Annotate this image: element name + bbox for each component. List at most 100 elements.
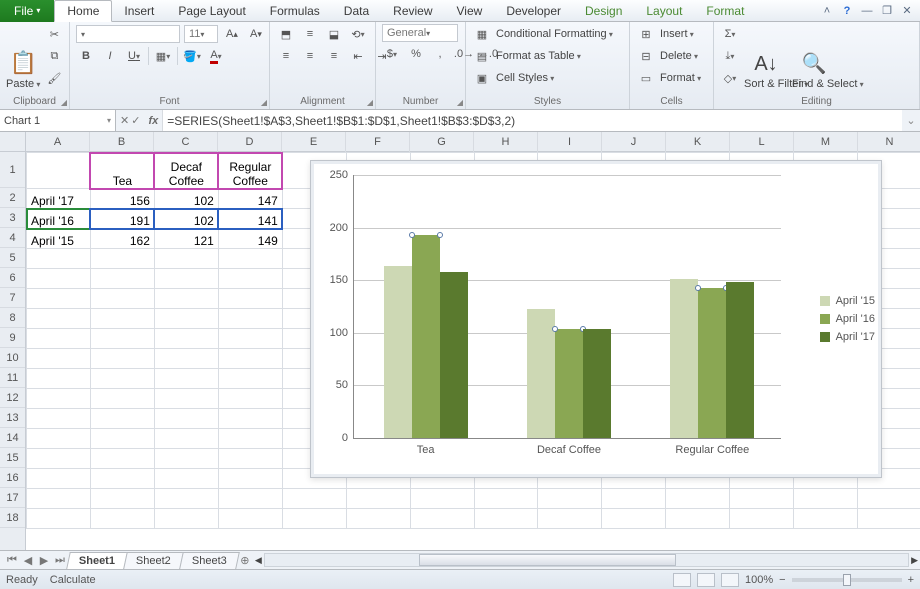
cell[interactable] [218,449,282,469]
cell[interactable]: 191 [90,209,154,229]
cell-styles-button[interactable]: Cell Styles [496,72,554,84]
col-header[interactable]: E [282,132,346,152]
cell[interactable] [282,509,346,529]
dialog-launcher-icon[interactable]: ◢ [261,98,267,107]
grid[interactable]: TeaDecaf CoffeeRegular CoffeeApril '1715… [26,152,920,550]
cell[interactable] [27,349,91,369]
chart-bar[interactable] [555,329,583,438]
row-header[interactable]: 6 [0,268,25,288]
chart-bar[interactable] [583,329,611,438]
col-header[interactable]: J [602,132,666,152]
format-painter-icon[interactable]: 🖌 [44,68,64,88]
dialog-launcher-icon[interactable]: ◢ [457,98,463,107]
font-color-button[interactable]: A [206,46,226,66]
chart-plot-area[interactable]: 050100150200250TeaDecaf CoffeeRegular Co… [353,175,781,439]
row-header[interactable]: 3 [0,208,25,228]
comma-icon[interactable]: , [430,44,450,64]
horizontal-scrollbar[interactable]: ◀ ▶ [253,551,920,569]
tab-design[interactable]: Design [573,0,634,22]
view-pagebreak-icon[interactable] [721,573,739,587]
cell[interactable] [857,489,920,509]
row-header[interactable]: 11 [0,368,25,388]
tab-insert[interactable]: Insert [112,0,166,22]
legend-item[interactable]: April '16 [820,313,875,325]
embedded-chart[interactable]: 050100150200250TeaDecaf CoffeeRegular Co… [310,160,882,478]
col-header[interactable]: K [666,132,730,152]
cell[interactable]: 102 [154,189,218,209]
align-center-icon[interactable]: ≡ [300,46,320,66]
cell[interactable]: Regular Coffee [218,153,282,189]
font-name-select[interactable] [76,25,180,43]
cell[interactable] [27,489,91,509]
insert-button[interactable]: Insert [660,28,694,40]
cell[interactable] [666,489,730,509]
cell[interactable] [218,409,282,429]
format-button[interactable]: Format [660,72,701,84]
row-header[interactable]: 1 [0,152,25,188]
currency-icon[interactable]: $ [382,44,402,64]
select-all-corner[interactable] [0,132,26,152]
chart-legend[interactable]: April '15April '16April '17 [820,289,875,349]
zoom-out-icon[interactable]: − [779,574,785,586]
cell[interactable] [602,509,666,529]
cell[interactable] [90,369,154,389]
cell[interactable]: 147 [218,189,282,209]
tab-home[interactable]: Home [54,0,112,22]
cell[interactable] [90,309,154,329]
tab-nav-last-icon[interactable]: ⏭ [52,554,68,567]
cell[interactable] [154,369,218,389]
dialog-launcher-icon[interactable]: ◢ [367,98,373,107]
cell[interactable] [794,509,858,529]
row-header[interactable]: 13 [0,408,25,428]
number-format-select[interactable]: General [382,24,458,42]
cell[interactable] [27,429,91,449]
cell[interactable] [410,509,474,529]
row-header[interactable]: 5 [0,248,25,268]
tab-nav-prev-icon[interactable]: ◀ [20,554,36,567]
col-header[interactable]: G [410,132,474,152]
row-header[interactable]: 18 [0,508,25,528]
cell[interactable]: April '17 [27,189,91,209]
cell[interactable] [474,489,538,509]
sheet-tab[interactable]: Sheet1 [66,552,128,569]
col-header[interactable]: M [794,132,858,152]
zoom-level[interactable]: 100% [745,574,773,586]
expand-formula-icon[interactable]: ⌄ [902,114,920,127]
cell[interactable] [282,489,346,509]
cell[interactable]: Tea [90,153,154,189]
row-header[interactable]: 4 [0,228,25,248]
tab-layout[interactable]: Layout [634,0,694,22]
cell[interactable] [90,289,154,309]
col-header[interactable]: L [730,132,794,152]
cell[interactable] [154,249,218,269]
col-header[interactable]: H [474,132,538,152]
cell[interactable] [154,409,218,429]
cell[interactable] [90,329,154,349]
cell[interactable] [90,449,154,469]
cell[interactable] [90,389,154,409]
cell[interactable] [27,289,91,309]
formula-input[interactable]: =SERIES(Sheet1!$A$3,Sheet1!$B$1:$D$1,She… [162,110,902,131]
window-close-icon[interactable]: ✕ [900,4,914,18]
cell[interactable] [538,489,602,509]
underline-button[interactable]: U [124,46,144,66]
align-right-icon[interactable]: ≡ [324,46,344,66]
cell[interactable] [154,509,218,529]
cell[interactable] [666,509,730,529]
cell[interactable]: 121 [154,229,218,249]
col-header[interactable]: F [346,132,410,152]
row-header[interactable]: 17 [0,488,25,508]
cell[interactable] [90,469,154,489]
scroll-left-icon[interactable]: ◀ [255,555,262,566]
cell[interactable] [538,509,602,529]
legend-item[interactable]: April '17 [820,331,875,343]
row-header[interactable]: 15 [0,448,25,468]
fill-color-button[interactable]: 🪣 [182,46,202,66]
row-header[interactable]: 2 [0,188,25,208]
tab-nav-first-icon[interactable]: ⏮ [4,554,20,567]
dialog-launcher-icon[interactable]: ◢ [61,98,67,107]
col-header[interactable]: I [538,132,602,152]
help-icon[interactable]: ? [840,4,854,18]
col-header[interactable]: B [90,132,154,152]
cell[interactable] [154,289,218,309]
